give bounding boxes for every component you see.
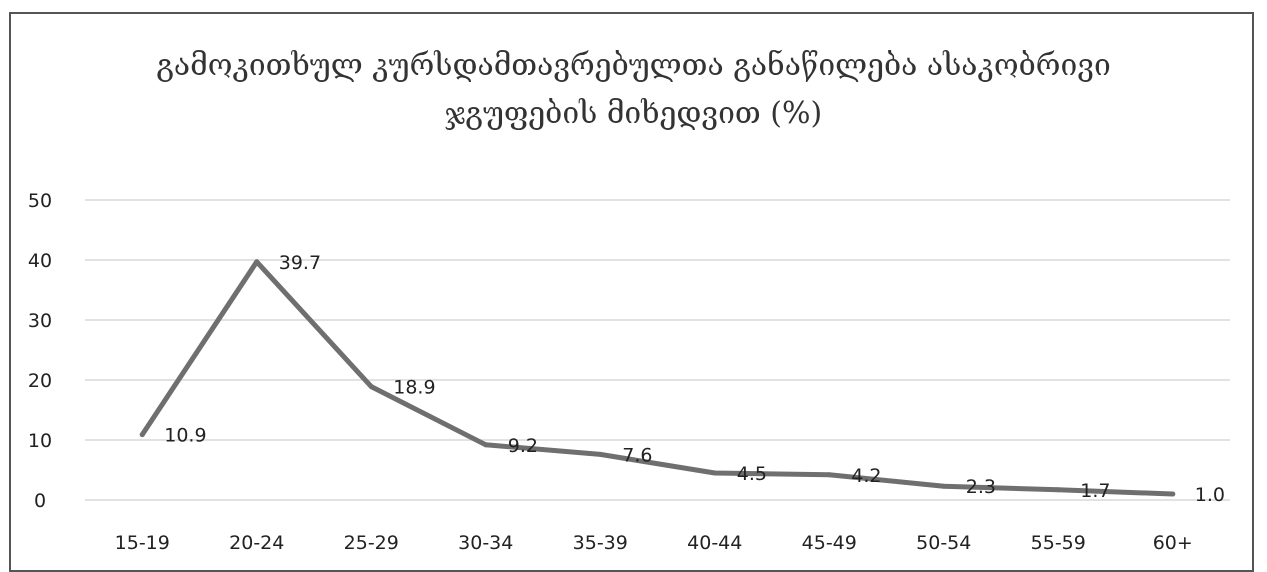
chart-title: გამოკითხულ კურსდამთავრებულთა განაწილება … [0, 42, 1267, 138]
data-point [826, 472, 832, 478]
x-tick-label: 35-39 [573, 532, 628, 554]
data-label: 10.9 [164, 425, 206, 447]
x-tick-label: 45-49 [802, 532, 857, 554]
data-point [1170, 491, 1176, 497]
data-label: 7.6 [622, 444, 652, 466]
data-point [483, 442, 489, 448]
data-label: 1.7 [1080, 480, 1110, 502]
x-tick-label: 20-24 [229, 532, 284, 554]
data-label: 2.3 [966, 476, 996, 498]
x-tick-label: 30-34 [458, 532, 513, 554]
x-tick-label: 55-59 [1031, 532, 1086, 554]
y-tick-label: 50 [28, 190, 52, 212]
data-point [597, 451, 603, 457]
data-point [139, 432, 145, 438]
data-label: 9.2 [508, 435, 538, 457]
series-line [139, 259, 1176, 497]
x-tick-label: 60+ [1153, 532, 1193, 554]
x-tick-label: 25-29 [344, 532, 399, 554]
data-label: 39.7 [279, 252, 321, 274]
chart-frame [9, 12, 1254, 572]
data-label: 1.0 [1195, 484, 1225, 506]
x-tick-label: 15-19 [115, 532, 170, 554]
x-tick-label: 40-44 [687, 532, 742, 554]
data-point [368, 384, 374, 390]
data-point [712, 470, 718, 476]
data-point [254, 259, 260, 265]
y-tick-label: 40 [28, 250, 52, 272]
data-point [1055, 487, 1061, 493]
chart-title-line-2: ჯგუფების მიხედვით (%) [444, 96, 823, 131]
data-point [941, 483, 947, 489]
y-tick-label: 30 [28, 310, 52, 332]
y-tick-label: 0 [34, 490, 46, 512]
y-tick-label: 20 [28, 370, 52, 392]
data-label: 4.2 [851, 465, 881, 487]
y-tick-label: 10 [28, 430, 52, 452]
data-label: 18.9 [393, 377, 435, 399]
x-tick-label: 50-54 [916, 532, 971, 554]
data-label: 4.5 [737, 463, 767, 485]
chart-title-line-1: გამოკითხულ კურსდამთავრებულთა განაწილება … [156, 48, 1111, 83]
